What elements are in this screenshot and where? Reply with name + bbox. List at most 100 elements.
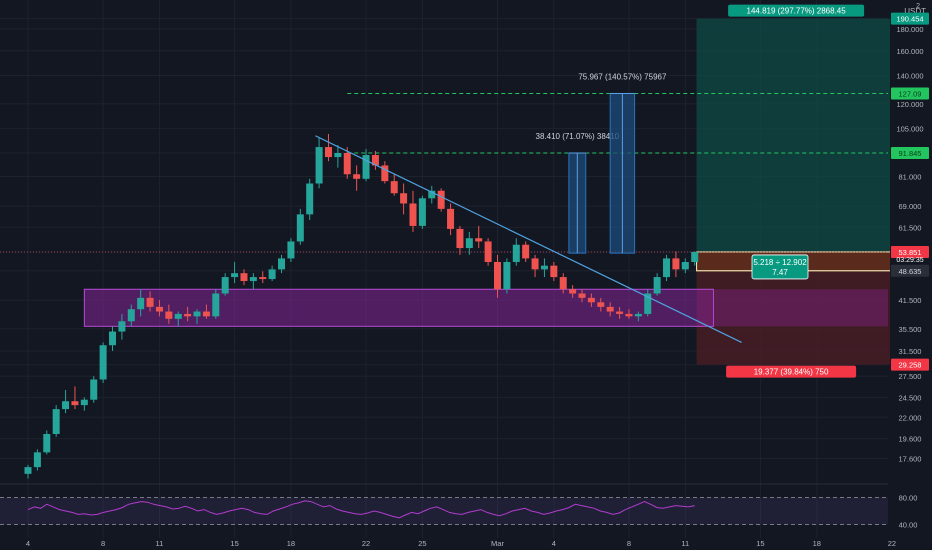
candle-body [353,174,361,179]
candle-body [80,399,88,406]
price-tick-label: 81.000 [899,173,922,182]
price-tick-label: 69.000 [899,202,922,211]
price-tick-label: 180.000 [896,25,923,34]
candle-body [522,244,530,259]
candle-body [475,238,483,242]
time-tick-label: 22 [888,539,896,548]
candle-body [155,306,163,312]
candle-body [390,181,398,194]
time-tick-label: Mar [491,539,504,548]
candle-body [465,238,473,249]
target-label-box[interactable] [728,4,865,17]
currency-label: USDT [904,7,926,16]
candle-body [362,155,370,179]
price-tick-label: 24.500 [899,393,922,402]
candle-body [634,313,642,317]
risk-reward-label: 5.218 ÷ 12.902 [753,258,807,267]
profit-zone[interactable] [696,18,896,252]
price-tick-label: 19.600 [899,435,922,444]
candle-body [221,277,229,294]
candle-body [278,258,286,270]
price-tick-label: 53.851 [899,248,922,257]
rsi-tick-label: 80.00 [899,494,918,503]
candle-body [52,409,60,434]
candle-body [146,297,154,307]
candle-body [484,241,492,262]
candle-body [653,277,661,294]
level-tag: 127.09 [899,89,922,98]
level-tag-box [891,87,929,100]
time-tick-label: 4 [26,539,30,548]
candle-body [202,311,210,317]
time-tick-label: 15 [230,539,238,548]
time-tick-label: 18 [813,539,821,548]
candle-body [437,190,445,209]
candle-body [597,302,605,307]
price-tag-box [891,245,929,258]
candle-body [43,433,51,453]
price-tick-label: 48.635 [899,267,922,276]
candle-body [296,214,304,242]
price-tick-label: 35.500 [899,325,922,334]
price-range-label: 75.967 (140.57%) 75967 [578,72,667,81]
price-tick-label: 190.454 [896,15,923,24]
stop-label-box[interactable] [726,365,857,378]
price-tag-box [891,264,929,277]
price-tick-label: 61.500 [899,223,922,232]
countdown-label: 03:29:35 [896,257,923,264]
time-tick-label: 15 [756,539,764,548]
candle-body [315,147,323,184]
candle-body [334,153,342,158]
candle-body [550,265,558,278]
price-range-label: 38.410 (71.07%) 38410 [536,132,620,141]
candle-body [324,147,332,158]
time-tick-label: 4 [552,539,556,548]
candle-body [259,277,267,280]
candle-body [578,293,586,298]
price-tick-label: 160.000 [896,47,923,56]
candle-body [231,273,239,278]
candle-body [691,251,699,262]
candle-body [33,452,41,468]
price-tag-box [891,358,929,371]
price-tick-label: 22.000 [899,413,922,422]
price-tick-label: 140.000 [896,71,923,80]
level-tag-box [891,147,929,160]
candle-body [625,313,633,317]
time-tick-label: 8 [101,539,105,548]
candle-body [531,258,539,270]
candle-body [494,261,501,290]
candle-body [90,379,98,400]
time-tick-label: 18 [287,539,295,548]
time-tick-label: 11 [681,539,689,548]
candle-body [193,311,201,317]
candle-body [212,293,220,317]
candle-body [268,269,276,280]
candle-body [24,467,32,474]
candle-body [400,193,408,204]
candle-body [512,244,520,262]
trendline[interactable] [315,135,742,343]
price-tick-label: 31.500 [899,347,922,356]
candle-body [569,289,577,294]
candle-body [62,401,70,410]
candle-body [184,313,192,317]
price-tick-label: 105.000 [896,125,923,134]
candle-body [249,277,257,282]
candle-body [681,261,689,270]
risk-reward-box[interactable] [751,254,809,280]
candle-body [456,228,464,249]
price-tick-label: 17.600 [899,455,922,464]
level-tag: 91.845 [899,149,922,158]
time-axis[interactable] [0,538,932,550]
candle-body [287,241,295,259]
candle-body [174,313,182,319]
candle-body [240,273,248,282]
candle-body [109,331,117,346]
time-tick-label: 8 [627,539,631,548]
support-zone-extension [713,289,888,327]
rsi-band [0,497,888,525]
target-label: 144.819 (297.77%) 2868.45 [747,7,847,16]
candle-body [540,265,548,270]
